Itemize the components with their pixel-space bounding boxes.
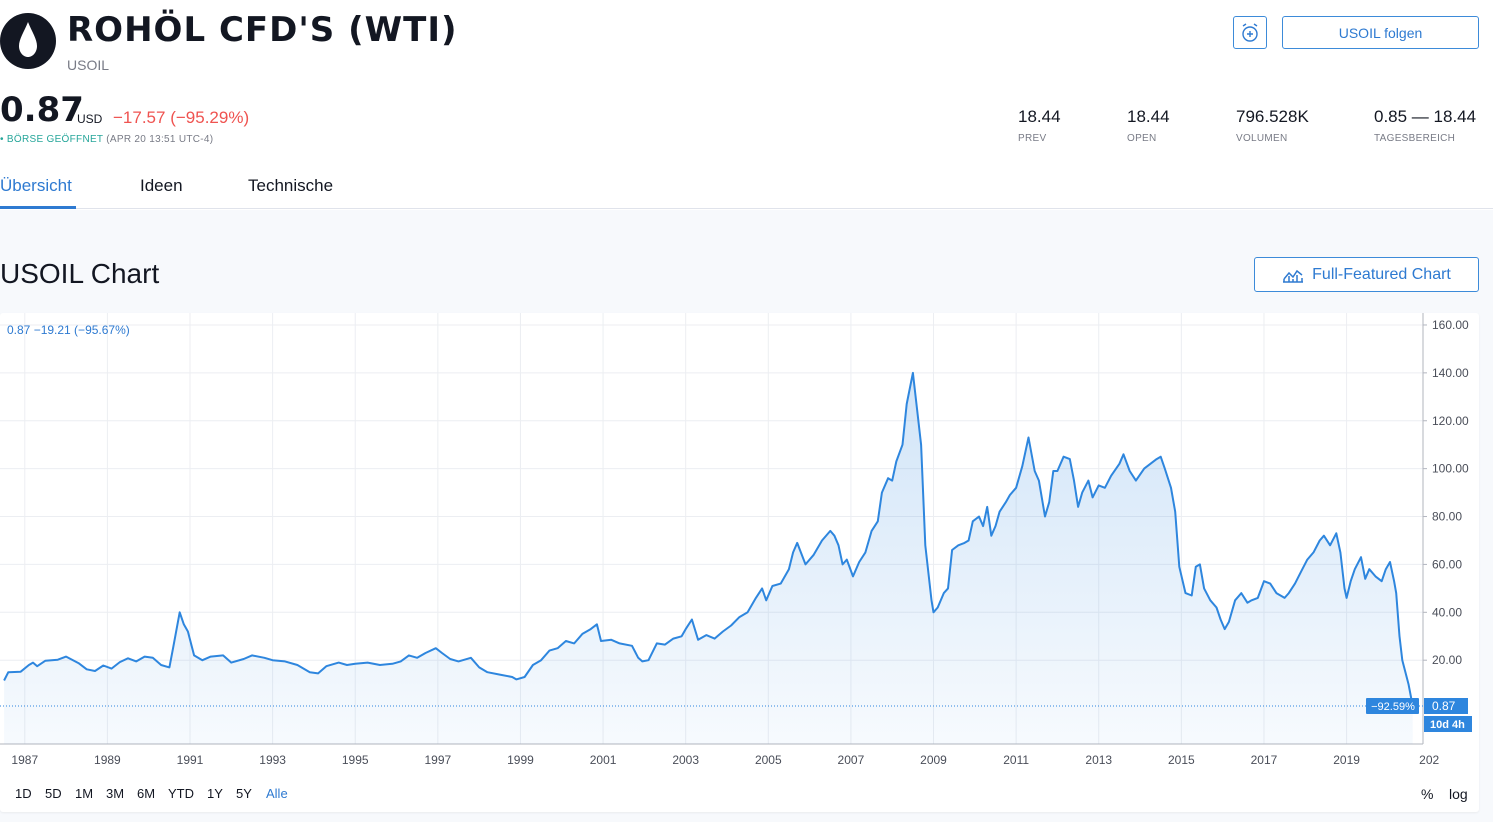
chart-title: USOIL Chart xyxy=(0,258,160,289)
tab-bar: Übersicht Ideen Technische xyxy=(0,166,1493,209)
range-ytd[interactable]: YTD xyxy=(168,786,194,801)
y-tick-label: 120.00 xyxy=(1432,414,1469,428)
x-tick-label: 2015 xyxy=(1168,753,1195,767)
stat-open: 18.44 OPEN xyxy=(1127,107,1170,144)
follow-button[interactable]: USOIL folgen xyxy=(1282,16,1479,49)
chart-card: 160.00 140.00 120.00 100.00 80.00 60.00 40.00 2… xyxy=(0,313,1479,812)
x-tick-label: 2001 xyxy=(590,753,617,767)
full-featured-chart-label: Full-Featured Chart xyxy=(1312,265,1451,283)
x-tick-label: 2003 xyxy=(672,753,699,767)
market-open-label: BÖRSE GEÖFFNET xyxy=(6,134,104,145)
stat-value: 18.44 xyxy=(1018,107,1061,126)
series-area xyxy=(4,372,1413,744)
range-3m[interactable]: 3M xyxy=(106,786,125,801)
market-time: (APR 20 13:51 UTC-4) xyxy=(106,134,214,145)
x-tick-label: 1995 xyxy=(342,753,369,767)
active-tab-indicator xyxy=(0,206,76,209)
tab-technicals[interactable]: Technische xyxy=(248,176,334,195)
x-tick-label: 1999 xyxy=(507,753,534,767)
stat-volume: 796.528K VOLUMEN xyxy=(1236,107,1309,144)
x-tick-label: 2017 xyxy=(1251,753,1278,767)
x-tick-label: 1989 xyxy=(94,753,121,767)
alarm-button[interactable] xyxy=(1233,16,1267,49)
y-tick-label: 140.00 xyxy=(1432,366,1469,380)
y-tick-label: 80.00 xyxy=(1432,510,1462,524)
x-tick-label: 202 xyxy=(1419,753,1439,767)
last-change-box xyxy=(1366,698,1419,715)
stat-day-range: 0.85 — 18.44 TAGESBEREICH xyxy=(1374,107,1476,144)
x-tick-label: 2013 xyxy=(1085,753,1112,767)
full-featured-chart-button[interactable]: Full-Featured Chart xyxy=(1254,257,1479,292)
price-chart[interactable]: 160.00 140.00 120.00 100.00 80.00 60.00 40.00 2… xyxy=(0,313,1479,783)
percent-scale-button[interactable]: % xyxy=(1421,786,1434,802)
status-dot: • xyxy=(0,134,4,145)
y-tick-label: 40.00 xyxy=(1432,605,1462,619)
x-tick-label: 1993 xyxy=(259,753,286,767)
stat-prev: 18.44 PREV xyxy=(1018,107,1061,144)
last-change-label: −92.59% xyxy=(1371,701,1415,713)
series-line xyxy=(3,371,1414,707)
tab-ideas[interactable]: Ideen xyxy=(140,176,183,195)
stat-label: PREV xyxy=(1018,133,1047,144)
tab-overview[interactable]: Übersicht xyxy=(0,176,72,195)
countdown-box xyxy=(1424,716,1472,733)
x-tick-label: 2009 xyxy=(920,753,947,767)
countdown-label: 10d 4h xyxy=(1430,719,1465,731)
stat-value: 796.528K xyxy=(1236,107,1309,126)
chart-section: USOIL Chart Full-Featured Chart 160.00 14… xyxy=(0,210,1493,822)
stat-value: 0.85 — 18.44 xyxy=(1374,107,1477,126)
range-1y[interactable]: 1Y xyxy=(207,786,223,801)
last-price: 0.87 xyxy=(0,90,84,130)
stat-label: TAGESBEREICH xyxy=(1374,133,1456,144)
y-tick-label: 160.00 xyxy=(1432,318,1469,332)
symbol-title: ROHÖL CFD'S (WTI) xyxy=(67,10,458,50)
x-tick-label: 1997 xyxy=(424,753,451,767)
market-status: • BÖRSE GEÖFFNET (APR 20 13:51 UTC-4) xyxy=(0,134,213,145)
stat-value: 18.44 xyxy=(1127,107,1170,126)
range-1d[interactable]: 1D xyxy=(15,786,32,801)
x-tick-label: 2005 xyxy=(755,753,782,767)
range-5y[interactable]: 5Y xyxy=(236,786,252,801)
last-price-axis-label: 0.87 xyxy=(1432,699,1456,713)
log-scale-button[interactable]: log xyxy=(1449,786,1468,802)
range-6m[interactable]: 6M xyxy=(137,786,156,801)
price-currency: USD xyxy=(77,112,103,126)
x-tick-label: 2019 xyxy=(1333,753,1360,767)
range-5d[interactable]: 5D xyxy=(45,786,62,801)
chart-legend: 0.87 −19.21 (−95.67%) xyxy=(7,323,130,337)
x-tick-label: 2007 xyxy=(838,753,865,767)
x-tick-label: 1987 xyxy=(11,753,38,767)
price-change: −17.57 (−95.29%) xyxy=(113,108,250,127)
last-price-box xyxy=(1424,698,1468,715)
range-1m[interactable]: 1M xyxy=(75,786,94,801)
y-tick-label: 100.00 xyxy=(1432,462,1469,476)
oil-drop-icon xyxy=(0,10,56,72)
stat-label: VOLUMEN xyxy=(1236,133,1288,144)
x-tick-label: 1991 xyxy=(177,753,204,767)
chart-icon xyxy=(1283,269,1304,283)
ticker-symbol: USOIL xyxy=(67,57,110,73)
range-all[interactable]: Alle xyxy=(266,786,288,801)
stat-label: OPEN xyxy=(1127,133,1157,144)
x-tick-label: 2011 xyxy=(1003,753,1029,767)
y-tick-label: 20.00 xyxy=(1432,653,1462,667)
y-tick-label: 60.00 xyxy=(1432,557,1462,571)
alarm-clock-icon xyxy=(1242,22,1258,42)
